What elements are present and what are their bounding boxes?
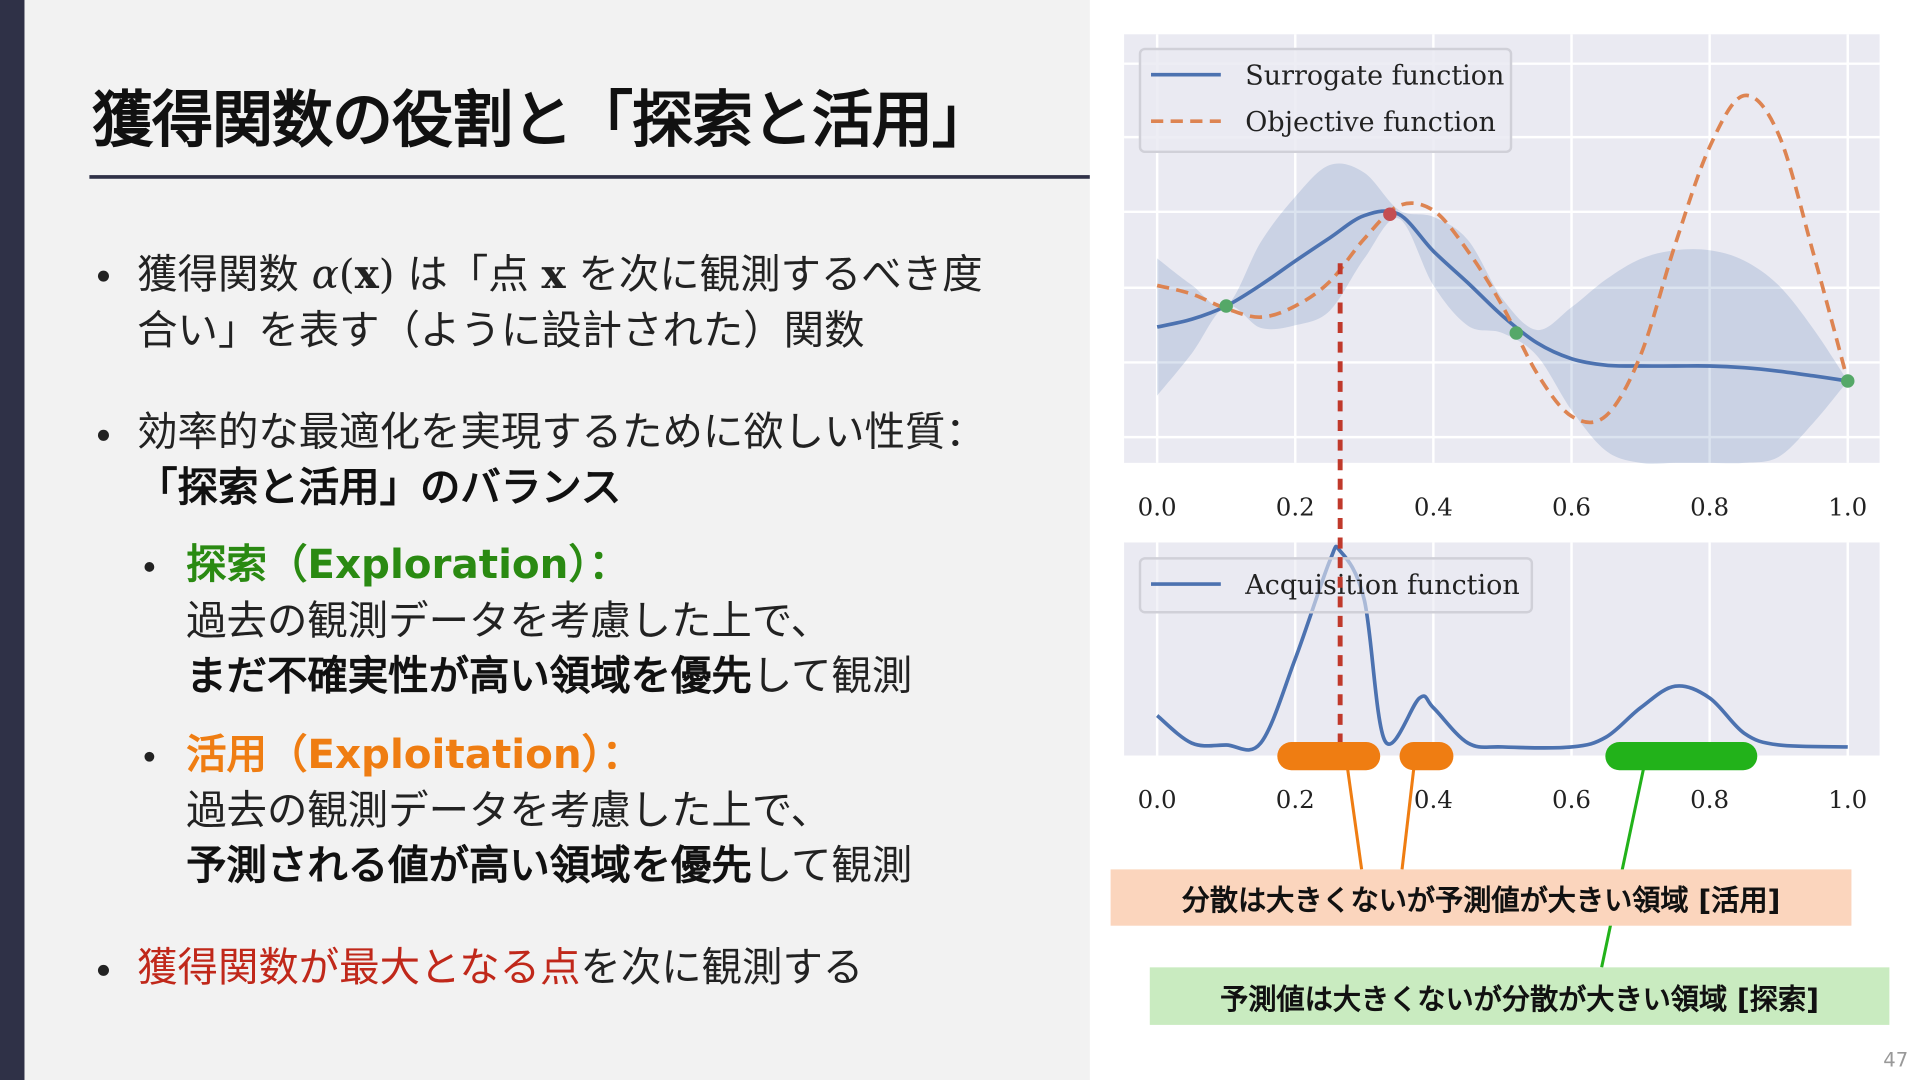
exploit-region-bar [1277,742,1381,771]
slide-title: 獲得関数の役割と「探索と活用」 [91,84,993,156]
exploration-line-1: 過去の観測データを考慮した上で、 [186,596,832,645]
bullet-dot [144,562,155,572]
observation-point [1509,326,1523,340]
top-x-tick-label: 1.0 [1828,493,1867,522]
text: 獲得関数 [137,249,312,298]
bottom-legend [1138,557,1534,614]
exploitation-line-1: 過去の観測データを考慮した上で、 [186,786,832,834]
bullet-dot [97,429,109,441]
exploitation-heading: 活用（Exploitation）： [186,729,643,778]
legend-objective-label: Objective function [1245,107,1496,138]
bottom-x-tick-label: 1.0 [1828,785,1867,814]
top-legend [1138,47,1513,154]
explore-region-bar [1605,742,1758,771]
top-x-tick-label: 0.4 [1414,493,1453,522]
bullet-2-line-2: 「探索と活用」のバランス [137,462,622,511]
top-x-tick-label: 0.2 [1276,493,1315,522]
math-x: x [541,249,566,298]
top-x-tick-label: 0.0 [1138,493,1177,522]
legend-surrogate-label: Surrogate function [1245,60,1504,91]
bottom-x-tick-label: 0.2 [1276,785,1315,814]
bullet-dot [97,964,109,976]
legend-acquisition-label: Acquisition function [1244,570,1519,601]
top-x-tick-label: 0.6 [1552,493,1591,522]
bottom-x-tick-label: 0.6 [1552,785,1591,814]
page-number: 47 [1883,1048,1909,1072]
exploration-line-2: まだ不確実性が高い領域を優先して観測 [186,651,913,700]
bottom-x-tick-label: 0.0 [1138,785,1177,814]
bullet-3: 獲得関数が最大となる点を次に観測する [137,942,864,991]
exploration-heading: 探索（Exploration）： [186,540,630,588]
exploit-callout: 分散は大きくないが予測値が大きい領域 [活用] [1110,869,1852,926]
text-panel [24,0,1090,1080]
explore-callout: 予測値は大きくないが分散が大きい領域 [探索] [1149,967,1890,1025]
bullet-1-line-1: 獲得関数 α(x) は「点 x を次に観測するべき度 [137,250,982,299]
exploit-connector [1400,763,1416,870]
explore-connector [1600,763,1646,968]
top-x-tick-label: 0.8 [1690,493,1729,522]
next-point-marker [1383,207,1397,222]
bullet-dot [144,751,155,762]
surrogate-line [1156,209,1849,383]
text: は「点 [394,249,542,298]
observation-point [1841,374,1855,388]
exploitation-line-2: 予測される値が高い領域を優先して観測 [186,841,913,889]
observation-point [1219,299,1233,313]
acquisition-line [1155,544,1848,752]
bottom-x-tick-label: 0.4 [1414,785,1453,814]
bottom-x-tick-label: 0.8 [1690,785,1729,814]
title-underline [89,175,1090,179]
sidebar-accent [0,0,25,1080]
bullet-2-line-1: 効率的な最適化を実現するために欲しい性質： [137,407,986,456]
math-alpha-x: α(x) [311,249,395,298]
text: を次に観測するべき度 [565,249,983,298]
bullet-1-line-2: 合い」を表す（ように設計された）関数 [137,306,865,354]
objective-line [1156,93,1850,425]
bullet-dot [97,270,109,282]
exploit-connector [1345,763,1364,870]
exploit-region-bar [1399,742,1454,771]
